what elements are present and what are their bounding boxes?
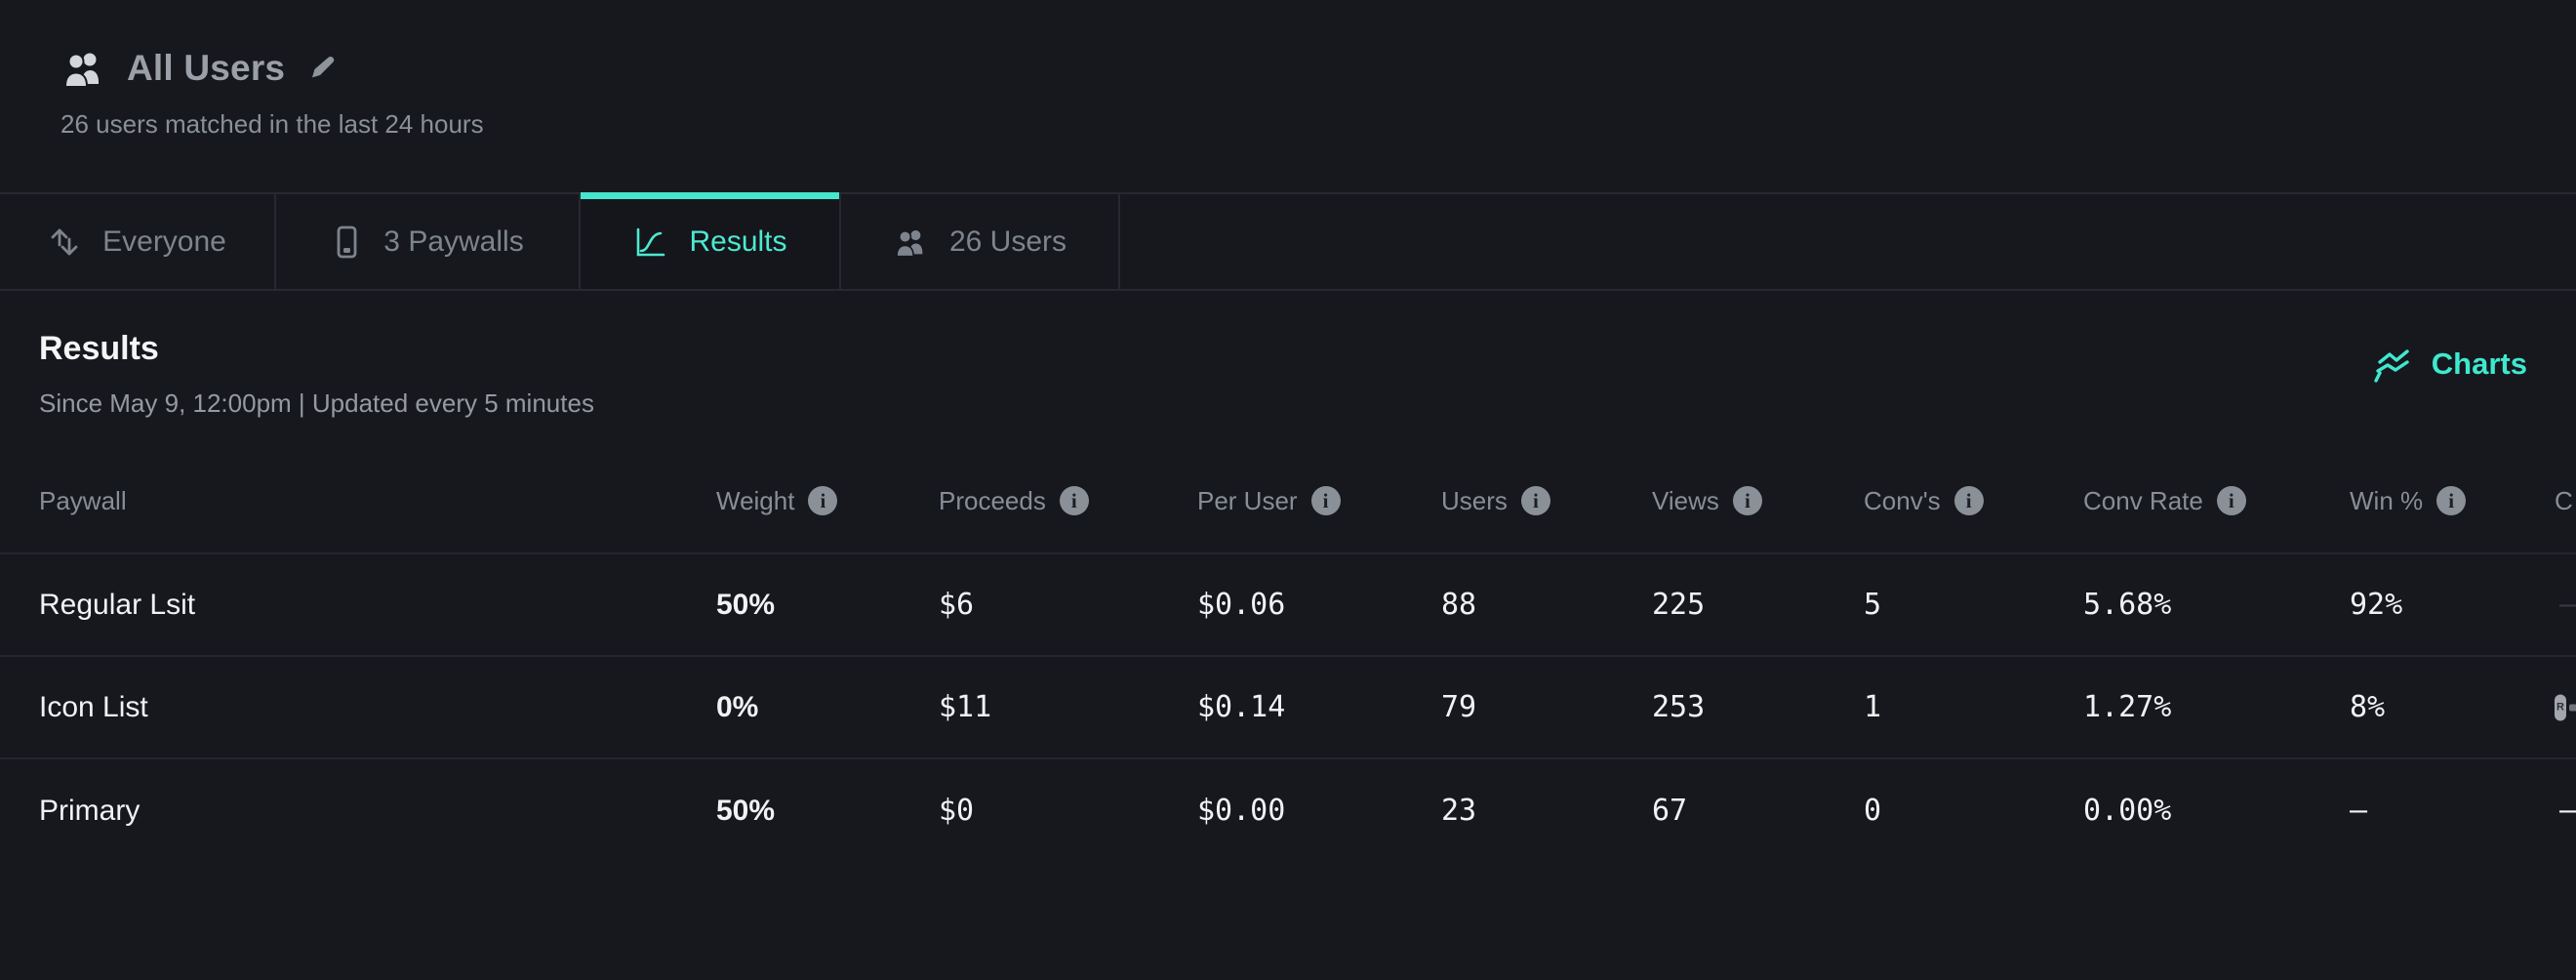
col-header-users: Users i [1441, 486, 1652, 516]
phone-icon [337, 225, 357, 258]
paywall-name: Regular Lsit [39, 588, 196, 621]
win-pct-value: 8% [2350, 690, 2386, 724]
tab-everyone-label: Everyone [102, 225, 226, 258]
col-header-paywall: Paywall [39, 485, 127, 515]
weight-value: 50% [716, 794, 776, 827]
col-header-conv-rate: Conv Rate i [2083, 486, 2350, 516]
swap-arrows-icon [51, 228, 78, 255]
col-header-convs: Conv's i [1864, 486, 2083, 516]
tab-users[interactable]: 26 Users [841, 194, 1120, 289]
proceeds-value: $11 [939, 690, 992, 724]
charts-button[interactable]: Charts [2371, 344, 2527, 385]
table-row[interactable]: Icon List 0% $11 $0.14 79 253 1 1.27% 8%… [0, 657, 2576, 759]
tab-users-label: 26 Users [948, 225, 1067, 258]
page-title: All Users [127, 48, 286, 88]
table-row[interactable]: Regular Lsit 50% $6 $0.06 88 225 5 5.68%… [0, 554, 2576, 657]
convs-value: 0 [1864, 794, 1882, 828]
col-header-weight: Weight i [716, 486, 939, 516]
tab-results-label: Results [689, 225, 787, 258]
per-user-value: $0.14 [1197, 690, 1286, 724]
tab-everyone[interactable]: Everyone [0, 194, 276, 289]
info-icon[interactable]: i [1059, 486, 1089, 515]
results-subtitle: Since May 9, 12:00pm | Updated every 5 m… [39, 388, 594, 418]
badge-cutoff: R [2555, 694, 2566, 720]
charts-icon [2374, 349, 2409, 383]
confidence-value-cutoff: – [2559, 794, 2576, 828]
tab-paywalls-label: 3 Paywalls [383, 225, 524, 258]
table-row[interactable]: Primary 50% $0 $0.00 23 67 0 0.00% – – [0, 759, 2576, 862]
edit-pencil-icon[interactable] [306, 53, 338, 84]
users-value: 88 [1441, 588, 1477, 622]
badge-cutoff-fragment [2569, 704, 2576, 711]
users-group-icon [64, 53, 99, 88]
tab-paywalls[interactable]: 3 Paywalls [276, 194, 581, 289]
info-icon[interactable]: i [1520, 486, 1550, 515]
conv-rate-value: 0.00% [2083, 794, 2172, 828]
conv-rate-value: 1.27% [2083, 690, 2172, 724]
weight-value: 0% [716, 690, 759, 723]
per-user-value: $0.00 [1197, 794, 1286, 828]
paywall-name: Primary [39, 794, 141, 827]
col-header-views: Views i [1652, 486, 1864, 516]
users-value: 23 [1441, 794, 1477, 828]
col-header-proceeds: Proceeds i [939, 486, 1197, 516]
results-heading: Results [39, 330, 159, 367]
table-header-row: Paywall Weight i Proceeds i Per User i U… [0, 449, 2576, 554]
confidence-value-cutoff: – [2559, 588, 2576, 622]
info-icon[interactable]: i [808, 486, 838, 515]
info-icon[interactable]: i [2436, 486, 2467, 515]
convs-value: 5 [1864, 588, 1882, 622]
tab-bar: Everyone 3 Paywalls Results 26 Users [0, 192, 2576, 291]
info-icon[interactable]: i [1310, 486, 1341, 515]
users-value: 79 [1441, 690, 1477, 724]
per-user-value: $0.06 [1197, 588, 1286, 622]
info-icon[interactable]: i [2216, 486, 2246, 515]
col-header-win-pct: Win % i [2350, 486, 2555, 516]
paywall-name: Icon List [39, 690, 148, 723]
views-value: 67 [1652, 794, 1688, 828]
results-table: Paywall Weight i Proceeds i Per User i U… [0, 449, 2576, 862]
match-summary: 26 users matched in the last 24 hours [60, 109, 484, 139]
win-pct-value: – [2350, 794, 2368, 828]
views-value: 225 [1652, 588, 1706, 622]
col-header-confidence-cutoff: C [2555, 485, 2573, 515]
proceeds-value: $0 [939, 794, 975, 828]
info-icon[interactable]: i [1732, 486, 1762, 515]
views-value: 253 [1652, 690, 1706, 724]
info-icon[interactable]: i [1953, 486, 1984, 515]
weight-value: 50% [716, 588, 776, 621]
campaign-header: All Users [60, 47, 338, 90]
users-icon [896, 229, 923, 257]
charts-label: Charts [2431, 347, 2527, 381]
win-pct-value: 92% [2350, 588, 2403, 622]
curve-chart-icon [637, 227, 665, 256]
col-header-per-user: Per User i [1197, 486, 1441, 516]
tab-results[interactable]: Results [581, 192, 841, 289]
convs-value: 1 [1864, 690, 1882, 724]
conv-rate-value: 5.68% [2083, 588, 2172, 622]
proceeds-value: $6 [939, 588, 975, 622]
